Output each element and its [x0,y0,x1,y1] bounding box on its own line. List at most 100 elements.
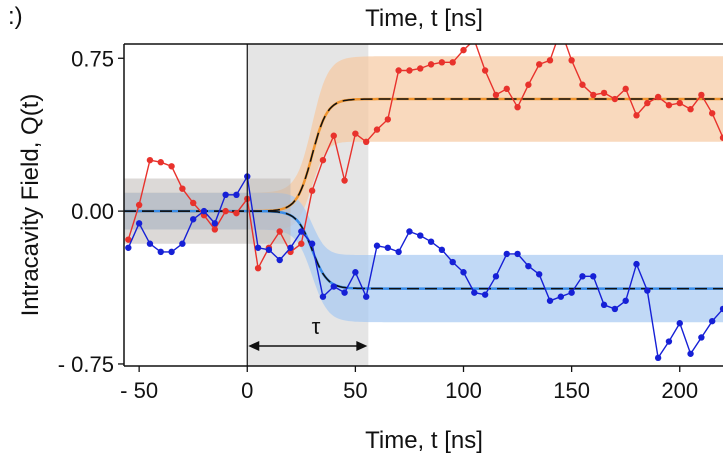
blue-data-point [319,293,327,300]
blue-data-point [406,228,413,235]
red-data-point [157,159,164,166]
red-data-point [719,134,723,141]
red-data-point [254,264,262,272]
red-data-point [644,99,651,107]
blue-data-point [287,244,294,251]
blue-data-point [600,301,608,309]
red-data-point [406,67,413,74]
blue-data-point [384,244,392,251]
x-tick-label: 0 [241,378,253,403]
blue-data-point [568,289,575,296]
red-data-point [233,209,240,217]
x-tick-label: 50 [343,378,367,403]
blue-data-point [417,232,424,239]
blue-data-point [373,242,381,249]
red-data-point [125,236,132,243]
blue-data-point [525,262,532,270]
blue-data-point [211,220,219,227]
red-data-point [460,46,467,54]
blue-data-point [308,240,316,247]
blue-data-point [222,191,229,199]
blue-data-point [330,283,337,290]
blue-data-point [341,289,348,296]
y-axis-title: Intracavity Field, Q(t) [17,94,44,317]
blue-data-point [265,246,273,254]
red-data-point [546,57,554,64]
y-tick-label: 0.75 [71,46,114,71]
red-data-point [146,156,154,164]
blue-data-point [146,240,154,247]
red-data-point [698,91,705,99]
red-data-point [417,65,424,72]
blue-data-point [233,191,240,199]
blue-data-point [654,354,662,362]
blue-data-point [557,293,565,300]
red-data-point [373,126,381,133]
blue-data-point [352,269,359,276]
red-data-point [211,226,219,233]
blue-data-point [514,250,521,258]
red-data-point [384,116,392,123]
x-tick-label: 150 [553,378,590,403]
x-tick-label: 200 [661,378,698,403]
red-data-point [179,185,186,192]
blue-data-point [665,338,673,345]
x-tick-label: - 50 [120,378,158,403]
red-data-point [168,163,175,170]
red-data-point [568,57,575,64]
blue-data-point [719,305,723,313]
blue-data-point [471,289,478,296]
blue-data-point [395,248,402,256]
blue-data-point [590,273,597,280]
blue-data-point [676,320,683,327]
red-data-point [276,228,283,235]
blue-data-point [157,248,164,256]
red-data-point [633,112,640,119]
blue-data-point [362,293,370,300]
blue-data-point [200,207,208,215]
blue-data-point [535,271,543,278]
red-data-point [438,59,446,66]
red-data-point [654,93,662,101]
red-data-point [189,199,197,207]
blue-data-point [633,260,640,268]
blue-data-point [254,244,262,251]
red-data-point [514,103,521,111]
red-data-point [492,91,500,99]
blue-data-point [579,273,586,280]
red-data-point [590,91,597,99]
blue-data-point [168,248,175,256]
red-data-point [600,89,608,97]
blue-data-point [503,250,510,258]
blue-data-point [298,228,305,235]
y-tick-label: 0.00 [71,199,114,224]
blue-data-point [687,350,694,357]
blue-data-point [125,244,132,251]
blue-data-point [708,317,716,325]
red-data-point [622,85,629,93]
red-data-point [665,101,673,109]
red-data-point [449,59,456,66]
red-data-point [319,156,327,164]
y-tick-label: - 0.75 [58,352,114,377]
red-data-point [503,85,510,93]
blue-data-point [427,238,435,245]
blue-data-point [460,269,467,276]
red-data-point [708,110,716,117]
red-data-point [135,201,143,209]
tau-arrow-right-head [356,341,368,351]
red-data-point [298,240,305,247]
red-data-point [341,177,348,184]
red-data-point [579,81,586,88]
blue-data-point [449,258,456,266]
red-data-point [395,67,402,74]
tau-arrow-left-head [248,341,260,351]
red-data-point [330,132,337,139]
blue-data-point [179,240,186,247]
red-data-point [471,37,477,43]
blue-data-point [644,287,651,294]
red-data-point [676,99,683,107]
red-data-point [558,27,564,33]
blue-data-point [135,220,143,227]
